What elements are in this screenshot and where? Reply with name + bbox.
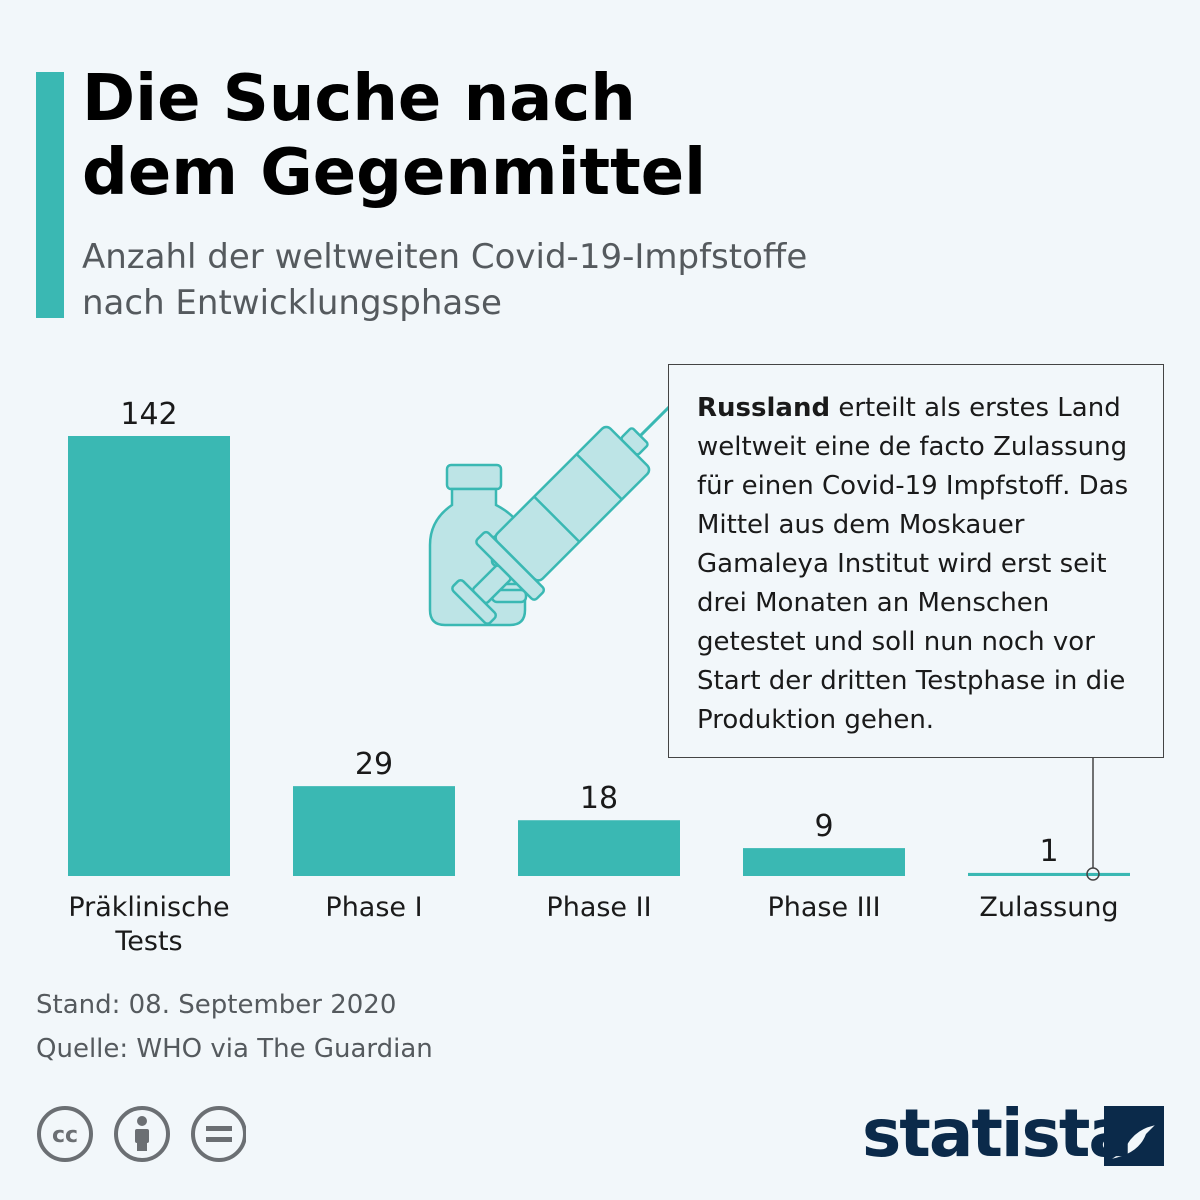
no-derivatives-icon[interactable] <box>191 1106 246 1162</box>
category-label-3-1: Phase II <box>546 892 651 923</box>
subtitle-line-2: nach Entwicklungsphase <box>82 283 502 323</box>
statista-logo-icon <box>1104 1106 1164 1166</box>
bar-5 <box>968 872 1130 876</box>
accent-bar <box>36 72 64 318</box>
value-label-4: 9 <box>814 809 833 844</box>
bar-2 <box>293 786 455 876</box>
svg-text:cc: cc <box>52 1123 78 1148</box>
annotation-bold: Russland <box>697 393 831 423</box>
syringe-icon <box>451 390 686 625</box>
license-icons: cc <box>37 1106 246 1162</box>
bar-3 <box>518 820 680 876</box>
subtitle-line-1: Anzahl der weltweiten Covid-19-Impfstoff… <box>82 237 808 277</box>
annotation-box: Russland erteilt als erstes Land weltwei… <box>668 364 1164 758</box>
statista-logo[interactable]: statista <box>862 1095 1133 1172</box>
category-label-5-1: Zulassung <box>979 892 1118 923</box>
bar-4 <box>743 848 905 876</box>
category-label-1-2: Tests <box>114 926 182 957</box>
bar-1 <box>68 436 230 876</box>
page-subtitle: Anzahl der weltweiten Covid-19-Impfstoff… <box>82 234 807 326</box>
value-label-1: 142 <box>120 397 177 432</box>
category-label-4-1: Phase III <box>767 892 880 923</box>
title-line-1: Die Suche nach <box>82 62 636 136</box>
attribution-icon[interactable] <box>114 1106 170 1162</box>
cc-icon[interactable]: cc <box>37 1106 93 1162</box>
category-label-2-1: Phase I <box>325 892 422 923</box>
annotation-text: erteilt als erstes Land weltweit eine de… <box>697 393 1129 735</box>
value-label-2: 29 <box>355 747 393 782</box>
category-label-1-1: Präklinische <box>68 892 229 923</box>
page-title: Die Suche nach dem Gegenmittel <box>82 62 706 210</box>
footer-source: Quelle: WHO via The Guardian <box>36 1034 433 1064</box>
annotation-leader-dot <box>1086 867 1100 881</box>
value-label-3: 18 <box>580 781 618 816</box>
value-label-5: 1 <box>1039 834 1058 869</box>
footer-stand: Stand: 08. September 2020 <box>36 990 397 1020</box>
title-line-2: dem Gegenmittel <box>82 136 707 210</box>
